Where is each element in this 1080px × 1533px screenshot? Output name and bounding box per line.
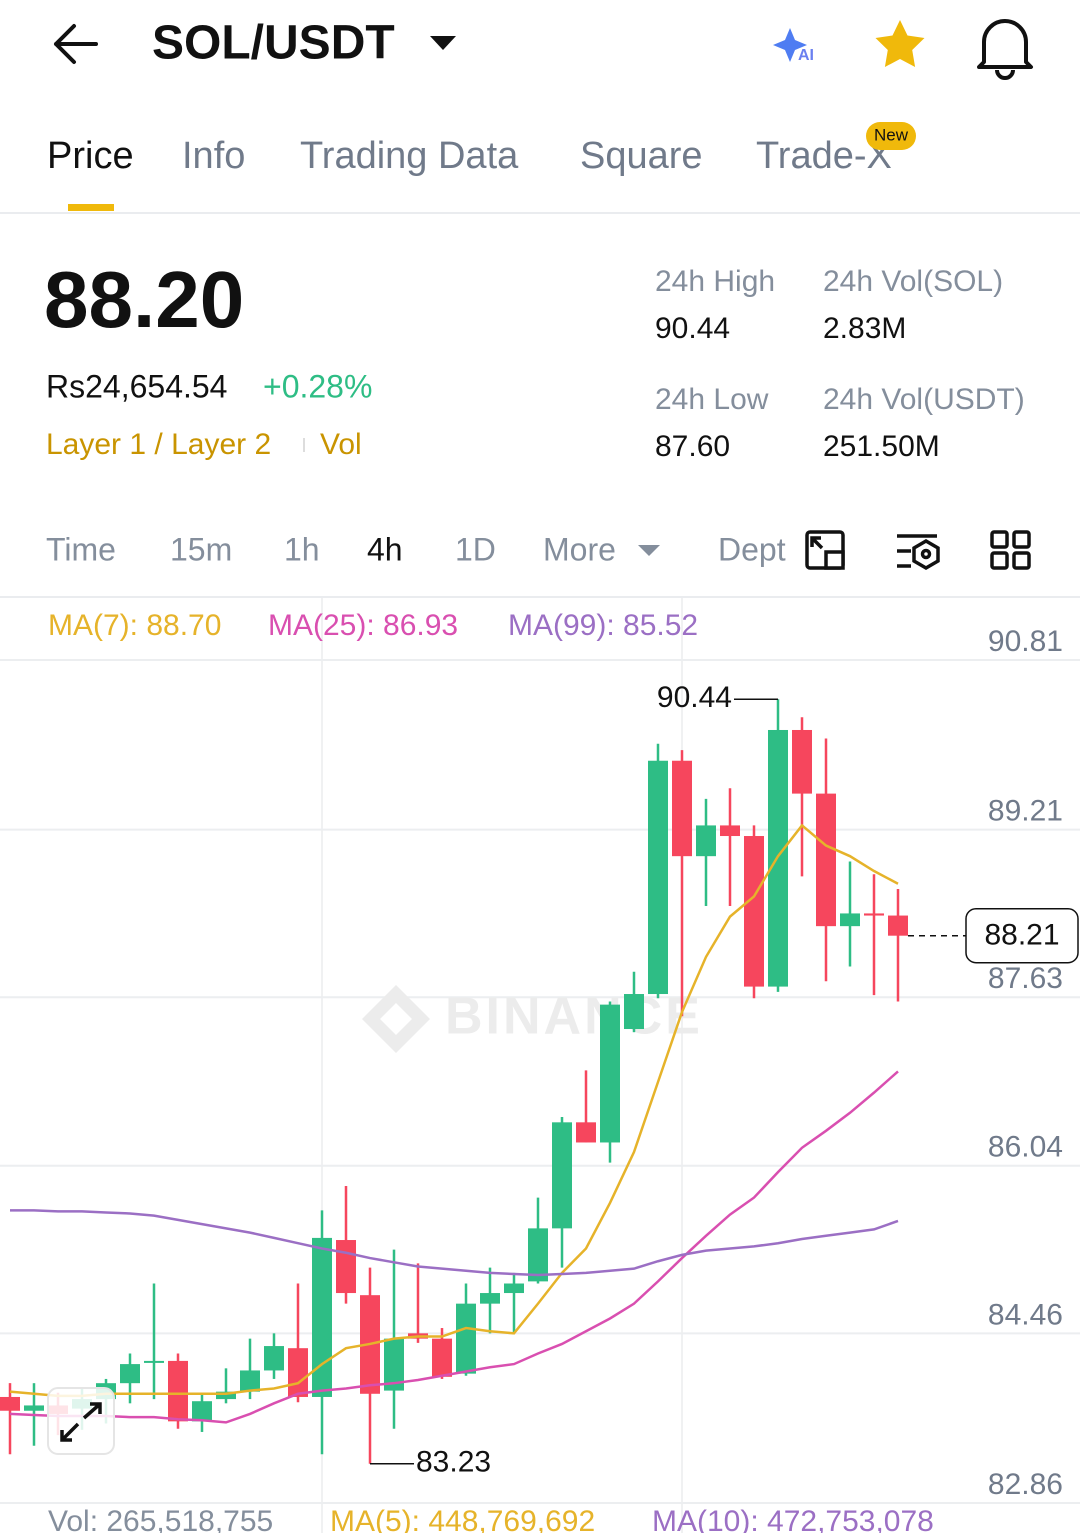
candle-body: [576, 1122, 596, 1143]
y-tick-label: 90.81: [988, 625, 1063, 658]
ma-legend: MA(99): 85.52: [508, 609, 698, 642]
candle-body: [888, 915, 908, 936]
stat-label: 24h High: [655, 265, 775, 298]
ma-line: [9, 823, 899, 1398]
candle-body: [528, 1228, 548, 1282]
ma-legend: MA(7): 88.70: [48, 609, 221, 642]
y-tick-label: 89.21: [988, 795, 1063, 828]
y-tick-label: 86.04: [988, 1131, 1063, 1164]
candle-body: [864, 913, 884, 916]
tab[interactable]: Trading Data: [300, 135, 519, 177]
watermark-logo: [362, 985, 430, 1053]
tab-indicator: [68, 204, 114, 211]
back-button[interactable]: [54, 24, 98, 64]
y-tick-label: 82.86: [988, 1468, 1063, 1501]
candle-body: [168, 1360, 188, 1422]
high-label: 90.44: [657, 681, 732, 714]
volume-legend: MA(5): 448,769,692: [330, 1505, 595, 1533]
candle-body: [504, 1283, 524, 1294]
candle-body: [696, 825, 716, 857]
ai-button[interactable]: AI: [773, 28, 814, 64]
interval[interactable]: More: [543, 531, 616, 567]
tab[interactable]: Info: [182, 135, 245, 177]
last-price-label: 88.21: [984, 919, 1059, 952]
stat-value: 251.50M: [823, 430, 940, 463]
candle-body: [432, 1338, 452, 1377]
candle-body: [240, 1370, 260, 1392]
tab[interactable]: Square: [580, 135, 703, 177]
interval[interactable]: Dept: [718, 531, 786, 567]
svg-text:AI: AI: [798, 47, 814, 64]
candle-body: [384, 1338, 404, 1391]
candle-body: [624, 994, 644, 1030]
interval[interactable]: 4h: [367, 531, 403, 567]
candle-body: [720, 825, 740, 837]
candle-body: [480, 1293, 500, 1304]
stat-label: 24h Vol(SOL): [823, 265, 1003, 298]
alert-bell[interactable]: [977, 19, 1033, 80]
fiat-price: Rs24,654.54: [46, 368, 227, 404]
more-dropdown[interactable]: [638, 545, 660, 556]
layout-icon[interactable]: [990, 530, 1031, 570]
interval[interactable]: 1D: [455, 531, 496, 567]
tab[interactable]: Price: [47, 135, 134, 177]
expand-button[interactable]: [47, 1387, 115, 1455]
fullscreen-icon[interactable]: [805, 530, 845, 570]
candle-body: [120, 1364, 140, 1384]
stat-label: 24h Vol(USDT): [823, 383, 1025, 416]
candle-body: [312, 1237, 332, 1397]
interval[interactable]: Time: [46, 531, 116, 567]
ma-line: [10, 1209, 899, 1277]
tag[interactable]: Vol: [320, 428, 362, 461]
low-label: 83.23: [416, 1446, 491, 1479]
stat-value: 87.60: [655, 430, 730, 463]
last-price: 88.20: [44, 255, 244, 344]
pair-title[interactable]: SOL/USDT: [152, 17, 395, 70]
y-tick-label: 84.46: [988, 1298, 1063, 1331]
y-tick-label: 87.63: [988, 962, 1063, 995]
chart: 90.81 89.21 87.63 86.04 84.46 82.86 BINANCE MA(…: [0, 598, 1080, 1533]
pair-dropdown[interactable]: [430, 36, 456, 50]
candle-body: [600, 1004, 620, 1143]
watermark: BINANCE: [445, 988, 703, 1046]
candle-body: [672, 760, 692, 857]
volume-legend: MA(10): 472,753,078: [652, 1505, 934, 1533]
candle-body: [288, 1348, 308, 1397]
ma-line: [9, 1070, 899, 1424]
candle-body: [264, 1346, 284, 1371]
candle-body: [456, 1303, 476, 1374]
stat-value: 90.44: [655, 312, 730, 345]
tag[interactable]: Layer 1 / Layer 2: [46, 428, 271, 461]
stat-value: 2.83M: [823, 312, 906, 345]
last-price-box: [965, 907, 1079, 964]
candle-body: [552, 1122, 572, 1229]
new-badge-text: New: [874, 125, 909, 144]
interval[interactable]: 1h: [284, 531, 320, 567]
candle-body: [192, 1401, 212, 1422]
volume-legend: Vol: 265,518,755: [48, 1505, 273, 1533]
ma-legend: MA(25): 86.93: [268, 609, 458, 642]
candle-body: [648, 760, 668, 995]
stat-label: 24h Low: [655, 383, 769, 416]
settings-icon[interactable]: [897, 534, 940, 571]
candle-body: [0, 1396, 20, 1411]
candle-body: [144, 1360, 164, 1363]
interval[interactable]: 15m: [170, 531, 232, 567]
price-change: +0.28%: [263, 368, 372, 404]
candle-body: [216, 1391, 236, 1400]
candle-body: [816, 793, 836, 927]
candle-body: [24, 1405, 44, 1411]
candle-body: [792, 729, 812, 794]
candle-body: [336, 1240, 356, 1294]
favorite-star[interactable]: [875, 20, 925, 67]
candle-body: [744, 836, 764, 987]
candle-body: [840, 913, 860, 927]
new-badge: [866, 122, 916, 150]
